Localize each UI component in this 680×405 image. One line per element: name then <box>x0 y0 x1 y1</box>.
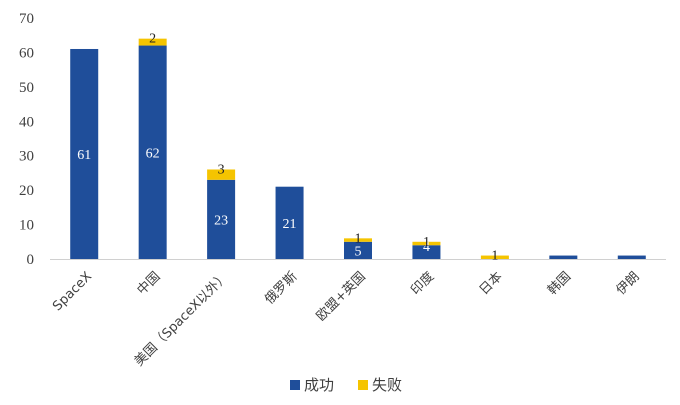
data-label: 61 <box>77 148 91 163</box>
y-tick-label: 30 <box>19 149 34 165</box>
y-tick-label: 50 <box>19 80 34 96</box>
y-tick-label: 40 <box>19 114 34 130</box>
x-category-label: SpaceX <box>50 269 95 314</box>
bar-failure <box>480 255 509 259</box>
bar-failure <box>344 238 372 242</box>
bar-success <box>275 186 304 259</box>
x-category-label: 日本 <box>477 269 506 298</box>
legend: 成功 失败 <box>290 376 402 394</box>
bar-success <box>70 48 99 259</box>
legend-swatch <box>290 380 300 390</box>
bar-success <box>549 255 578 259</box>
data-label: 2 <box>149 32 156 47</box>
data-label: 4 <box>423 240 430 255</box>
data-label: 62 <box>146 146 160 161</box>
bar-failure <box>412 241 441 246</box>
bar-success <box>344 241 372 259</box>
bars <box>70 38 646 259</box>
data-label: 1 <box>491 249 498 264</box>
y-tick-label: 0 <box>27 252 35 268</box>
y-tick-label: 70 <box>19 11 34 27</box>
data-label: 1 <box>423 235 430 250</box>
bar-failure <box>138 38 167 46</box>
bar-success <box>138 45 167 259</box>
legend-label: 失败 <box>372 376 402 394</box>
data-label: 23 <box>214 213 228 228</box>
legend-label: 成功 <box>304 376 334 394</box>
x-category-label: 俄罗斯 <box>262 269 300 307</box>
data-label: 5 <box>355 244 362 259</box>
y-tick-label: 60 <box>19 45 34 61</box>
bar-success <box>617 255 646 259</box>
legend-swatch <box>358 380 368 390</box>
bar-success <box>412 245 441 259</box>
y-tick-label: 10 <box>19 218 34 234</box>
y-axis-ticks: 0 10 20 30 40 50 60 70 <box>19 11 34 268</box>
data-label: 21 <box>283 217 297 232</box>
x-category-label: 伊朗 <box>614 269 643 298</box>
x-category-label: 印度 <box>408 269 438 299</box>
data-label: 1 <box>355 231 362 246</box>
data-label: 3 <box>218 162 225 177</box>
x-category-label: 中国 <box>134 269 163 298</box>
bar-success <box>207 179 236 259</box>
x-category-label: 韩国 <box>545 269 574 298</box>
y-tick-label: 20 <box>19 183 34 199</box>
x-category-label: 欧盟+英国 <box>314 269 369 324</box>
bar-failure <box>207 169 236 180</box>
